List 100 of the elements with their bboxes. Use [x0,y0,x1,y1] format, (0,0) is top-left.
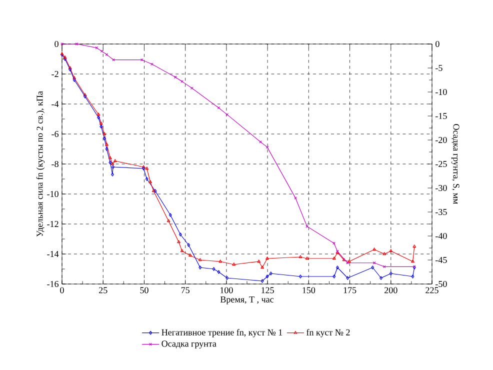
point [174,76,177,79]
point [380,276,383,280]
point [177,240,180,244]
y-tick-label: -16 [47,280,59,288]
point [212,267,216,271]
y2-tick-label: -50 [436,280,447,288]
legend-label: Негативное трение fn, куст № 1 [162,328,282,338]
point [148,180,152,184]
point [305,256,309,260]
point [102,136,106,140]
x-tick-label: 125 [262,287,274,294]
y-axis-title: Удельная сила fn (кусты по 2 св.), кПа [36,91,45,237]
point [110,172,114,176]
y2-tick-label: -10 [436,88,447,96]
y2-tick-label: -30 [436,184,447,192]
y-tick-label: -8 [52,160,58,168]
y2-tick-label: -40 [436,232,447,240]
point [105,53,108,56]
y-tick-label: -6 [52,130,59,138]
x-tick-label: 175 [344,287,356,294]
point [190,86,194,90]
point [332,242,336,245]
point [188,254,192,257]
point [259,140,262,144]
point [75,42,78,46]
point [298,274,302,278]
point [198,258,202,262]
y2-tick-label: -5 [436,65,442,71]
point [72,76,76,80]
point [145,166,149,170]
x-tick-label: 100 [220,287,233,294]
point [150,62,154,66]
point [178,232,182,236]
legend-label: fn куст № 2 [306,328,350,338]
point [389,249,393,252]
point [108,156,112,160]
x-tick-label: 75 [181,287,190,294]
x-tick-label: 150 [302,287,316,294]
point [266,274,269,278]
y2-tick-label: -35 [436,208,447,216]
point [260,279,264,283]
point [108,160,112,164]
point [145,177,148,181]
point [232,262,236,266]
point [97,116,100,120]
point [217,106,220,110]
point [332,256,336,260]
point [411,260,414,263]
point [111,165,114,169]
y2-tick-label: -25 [436,160,447,168]
point [260,266,264,269]
point [140,58,144,62]
point [306,224,308,228]
point [168,213,172,217]
point [294,196,297,200]
x-tick-label: 25 [99,287,108,294]
y2-tick-label: -15 [436,112,447,120]
y-tick-label: -10 [47,190,58,198]
legend-label: Осадка грунта [162,340,216,349]
point [63,55,67,58]
point [389,272,392,276]
point [298,255,302,258]
point [257,260,261,263]
point [218,260,222,263]
y-tick-label: -14 [47,251,59,257]
point [411,274,414,278]
point [99,122,103,125]
point [372,248,376,251]
x-tick-label: 50 [140,287,148,294]
y2-tick-label: -45 [436,256,447,264]
point [371,266,374,270]
point [110,162,114,166]
y2-tick-label: -20 [436,136,447,144]
point [102,132,106,136]
x-tick-label: 200 [384,287,398,294]
point [226,113,229,116]
point [266,256,269,260]
y-tick-label: 0 [54,40,58,48]
point [187,243,190,247]
point [105,142,108,146]
x-tick-label: 225 [426,287,438,294]
y-tick-label: -4 [52,101,59,107]
point [346,276,350,280]
x-axis-title: Время, T , час [220,296,274,304]
point [332,274,336,278]
point [96,112,100,116]
point [382,252,386,256]
point [113,159,117,162]
point [100,124,103,128]
point [336,266,339,270]
point [217,270,220,274]
y-tick-label: -12 [47,221,58,227]
point [166,219,170,222]
y2-axis-title: Осадка грунта, S, мм [451,124,460,204]
x-tick-label: 0 [60,287,64,294]
point [105,147,108,151]
point [226,276,229,280]
point [198,266,202,270]
y-tick-label: -2 [52,71,58,77]
point [269,272,272,276]
